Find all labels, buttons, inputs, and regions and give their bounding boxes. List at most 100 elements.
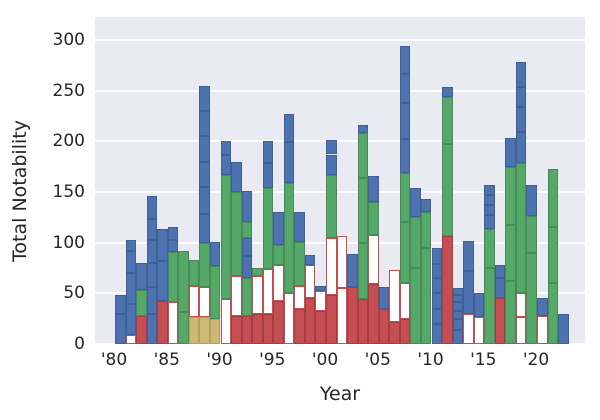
bar-2018-seg-3-b [515, 132, 527, 163]
bar-1996-seg-2-b [283, 142, 295, 183]
bar-1993-seg-1-o [252, 276, 263, 314]
bar-1996-seg-3-b [283, 113, 295, 143]
bar-1982-seg-1-g [136, 290, 147, 316]
bar-1999-seg-0-r [315, 310, 326, 344]
bar-1996-seg-1-g [283, 182, 295, 294]
bar-2021-seg-0-g [547, 283, 559, 344]
bar-2010-seg-1-b [431, 308, 442, 324]
x-tick-2005: '05 [364, 350, 391, 370]
bar-1988-seg-2-g [199, 242, 210, 288]
bar-1992-seg-2-b [241, 255, 253, 279]
gridline-y150 [95, 191, 585, 193]
bar-1988-seg-0-t [199, 316, 210, 344]
bar-1998-seg-0-r [304, 298, 316, 344]
bar-1982-seg-2-b [136, 262, 147, 291]
x-tick-1995: '95 [259, 350, 286, 370]
bar-1987-seg-2-g [188, 259, 200, 287]
bar-2007-seg-3-g [399, 172, 411, 223]
bar-1987-seg-1-o [188, 286, 200, 317]
bar-1989-seg-1-g [209, 265, 221, 319]
bar-1998-seg-2-b [304, 254, 316, 265]
bar-2015-seg-2-b [484, 215, 495, 230]
bar-1984-seg-1-b [157, 260, 168, 302]
bar-1991-seg-2-g [231, 192, 242, 277]
bar-1981-seg-2-b [125, 273, 137, 305]
bar-2015-seg-3-b [484, 205, 495, 216]
bar-2011-seg-2-g [442, 96, 453, 145]
y-tick-200: 200 [52, 131, 85, 152]
bar-1997-seg-1-o [294, 286, 305, 309]
bar-1995-seg-2-g [273, 244, 284, 265]
bar-2002-seg-1-b [347, 253, 358, 288]
gridline-y200 [95, 140, 585, 143]
bar-2012-seg-3-b [452, 302, 464, 311]
bar-1980-seg-0-b [115, 313, 126, 344]
bar-2003-seg-0-r [357, 299, 369, 344]
bar-1989-seg-2-b [209, 241, 221, 266]
bar-2000-seg-2-g [326, 174, 337, 238]
bar-1984-seg-0-r [157, 301, 168, 344]
bar-1982-seg-0-r [136, 315, 147, 344]
bar-2020-seg-0-o [537, 315, 548, 344]
bar-2018-seg-4-b [515, 106, 527, 133]
bar-2019-seg-1-g [526, 216, 537, 253]
bar-1983-seg-3-b [146, 239, 158, 263]
y-axis-label: Total Notability [9, 120, 31, 262]
bar-1983-seg-2-b [146, 262, 158, 288]
bar-1991-seg-0-r [231, 315, 242, 344]
bar-2017-seg-0-g [505, 281, 516, 344]
bar-2013-seg-0-o [463, 313, 474, 344]
bar-2001-seg-1-o [336, 235, 348, 289]
bar-1997-seg-0-r [294, 308, 305, 344]
bar-1988-seg-3-b [199, 214, 210, 243]
bar-1988-seg-8-b [199, 85, 210, 111]
bar-2005-seg-1-b [378, 287, 390, 309]
bar-2003-seg-2-g [357, 177, 369, 243]
bar-2000-seg-1-o [326, 237, 337, 296]
bar-2010-seg-2-b [431, 293, 442, 309]
bar-1983-seg-5-b [146, 196, 158, 220]
bar-2018-seg-0-o [515, 316, 527, 344]
x-tick-2000: '00 [311, 350, 339, 370]
bar-1985-seg-3-b [167, 227, 179, 240]
bar-2000-seg-4-b [326, 140, 337, 155]
bar-2021-seg-2-g [547, 168, 559, 228]
bar-1988-seg-4-b [199, 186, 210, 215]
bar-1994-seg-1-o [262, 269, 274, 314]
bar-1994-seg-0-r [262, 313, 274, 344]
x-tick-2010: '10 [417, 350, 444, 370]
bar-1981-seg-0-o [125, 334, 137, 344]
bar-1995-seg-0-r [273, 301, 284, 344]
bar-2011-seg-0-r [442, 235, 453, 344]
bar-2016-seg-0-r [494, 298, 506, 344]
x-tick-1980: '80 [100, 350, 128, 370]
bar-2007-seg-7-b [399, 46, 411, 75]
bar-1995-seg-3-b [273, 212, 284, 245]
bar-2014-seg-1-b [473, 293, 485, 317]
bar-2016-seg-2-b [494, 264, 506, 279]
bar-1989-seg-0-t [209, 318, 221, 344]
gridline-y250 [95, 89, 585, 92]
bar-1985-seg-1-g [167, 251, 179, 303]
bar-2012-seg-1-b [452, 318, 464, 330]
bar-2008-seg-1-g [410, 217, 421, 268]
bar-1983-seg-4-b [146, 219, 158, 240]
bar-2019-seg-0-g [526, 252, 537, 344]
bar-2003-seg-1-g [357, 242, 369, 300]
bar-2004-seg-1-o [368, 234, 379, 285]
bar-2017-seg-2-g [505, 166, 516, 226]
x-tick-1985: '85 [153, 350, 180, 370]
bar-2022-seg-0-b [558, 313, 569, 344]
bar-2018-seg-5-b [515, 86, 527, 107]
bar-2010-seg-4-b [431, 263, 442, 279]
bar-2009-seg-1-g [420, 212, 432, 248]
bar-2007-seg-0-r [399, 318, 411, 344]
bar-2018-seg-6-b [515, 62, 527, 87]
bar-2018-seg-1-o [515, 293, 527, 317]
bar-1990-seg-3-b [220, 141, 231, 155]
bar-2006-seg-1-o [389, 270, 400, 322]
bar-1992-seg-5-b [241, 190, 253, 223]
gridline-y300 [95, 39, 585, 41]
bar-2021-seg-1-g [547, 227, 559, 284]
y-tick-100: 100 [52, 232, 85, 253]
